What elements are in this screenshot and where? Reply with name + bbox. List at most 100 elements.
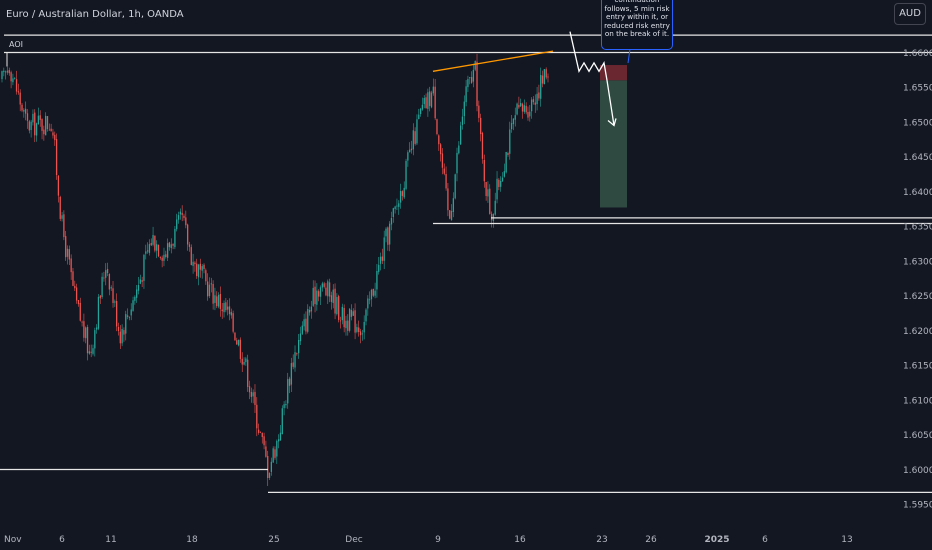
candle bbox=[438, 134, 440, 151]
candle bbox=[480, 113, 482, 142]
candle bbox=[474, 60, 476, 72]
candle-body bbox=[501, 177, 504, 182]
time-axis[interactable]: Nov 6 11 18 25 Dec 9 16 23 26 2025 6 13 bbox=[4, 535, 853, 545]
candle bbox=[279, 425, 282, 441]
candle-body bbox=[379, 256, 382, 264]
candle-body bbox=[321, 283, 323, 288]
candle-body bbox=[186, 224, 189, 245]
candle-body bbox=[469, 77, 471, 79]
candle-body bbox=[125, 314, 127, 334]
callout-note: continuation follows, 5 min risk entry w… bbox=[601, 0, 673, 50]
candle bbox=[95, 324, 98, 334]
candle bbox=[469, 77, 471, 85]
candle bbox=[430, 90, 433, 109]
candle bbox=[310, 300, 313, 319]
candle bbox=[248, 380, 251, 400]
candle-body bbox=[410, 148, 413, 151]
candle bbox=[194, 261, 196, 272]
candle bbox=[532, 96, 535, 105]
candle-body bbox=[190, 247, 192, 265]
candle-body bbox=[461, 116, 464, 125]
candle-body bbox=[126, 315, 129, 317]
candle bbox=[192, 253, 194, 274]
currency-button[interactable]: AUD bbox=[894, 3, 926, 25]
candle-body bbox=[199, 263, 202, 270]
candle bbox=[525, 102, 527, 115]
candle-body bbox=[339, 320, 342, 322]
candle-body bbox=[543, 69, 546, 85]
candle-body bbox=[318, 291, 320, 297]
candle bbox=[367, 295, 369, 316]
candle bbox=[70, 254, 72, 280]
candle-body bbox=[63, 214, 65, 238]
candle bbox=[210, 277, 212, 293]
candle bbox=[97, 294, 100, 331]
candle bbox=[94, 327, 96, 357]
candle bbox=[272, 446, 274, 463]
candle-body bbox=[161, 257, 163, 261]
candle bbox=[547, 73, 549, 83]
candle bbox=[376, 264, 378, 298]
candle-body bbox=[196, 263, 198, 276]
candle bbox=[345, 315, 347, 336]
candle-body bbox=[358, 327, 360, 332]
candle-body bbox=[68, 249, 70, 260]
candle bbox=[541, 70, 544, 88]
candle bbox=[445, 166, 447, 191]
candle bbox=[4, 70, 7, 80]
candle-body bbox=[498, 179, 500, 187]
candle-body bbox=[57, 175, 60, 196]
candle-body bbox=[409, 149, 411, 153]
candle-body bbox=[28, 121, 30, 131]
candle-body bbox=[201, 266, 203, 271]
time-tick-label: 18 bbox=[186, 535, 198, 545]
candle-body bbox=[509, 129, 511, 154]
candle-body bbox=[503, 171, 505, 177]
candle bbox=[347, 314, 349, 336]
candle bbox=[327, 279, 329, 304]
candle-body bbox=[365, 309, 367, 322]
candle bbox=[221, 303, 223, 319]
candle-body bbox=[394, 206, 396, 209]
candle bbox=[43, 125, 45, 141]
candle bbox=[270, 457, 273, 476]
candle-body bbox=[32, 113, 34, 123]
time-tick-label: 2025 bbox=[704, 535, 729, 545]
candle-body bbox=[197, 264, 200, 278]
candle-body bbox=[532, 99, 535, 103]
candle-body bbox=[132, 300, 134, 311]
candle-body bbox=[143, 254, 145, 281]
candle-body bbox=[514, 115, 516, 120]
candle bbox=[146, 242, 149, 254]
candle bbox=[332, 284, 334, 309]
candle bbox=[494, 192, 496, 216]
candle-body bbox=[516, 103, 518, 115]
candle bbox=[205, 268, 207, 285]
candle bbox=[308, 306, 311, 316]
candle-body bbox=[30, 121, 32, 130]
candle-body bbox=[183, 215, 185, 218]
candle bbox=[237, 339, 240, 347]
candle bbox=[257, 423, 260, 435]
aoi-label: AOI bbox=[9, 40, 23, 49]
candle-body bbox=[425, 97, 427, 109]
candle-body bbox=[12, 78, 14, 83]
candle-body bbox=[250, 392, 252, 397]
candle-body bbox=[307, 309, 309, 332]
candle-body bbox=[480, 117, 482, 135]
candle bbox=[110, 285, 112, 291]
price-axis[interactable]: 1.66000 1.65500 1.65000 1.64500 1.64000 1.635… bbox=[903, 49, 932, 511]
candle-body bbox=[505, 152, 507, 173]
projection-arrowhead bbox=[607, 118, 617, 127]
candle bbox=[66, 245, 69, 265]
candle bbox=[46, 116, 49, 132]
price-tick-label: 1.61500 bbox=[903, 362, 932, 372]
candle-body bbox=[234, 332, 236, 341]
candle bbox=[86, 324, 89, 361]
candle-body bbox=[59, 196, 61, 219]
candle bbox=[79, 297, 81, 322]
candle-body bbox=[221, 309, 223, 312]
candle-body bbox=[119, 331, 121, 344]
candle bbox=[392, 207, 394, 223]
